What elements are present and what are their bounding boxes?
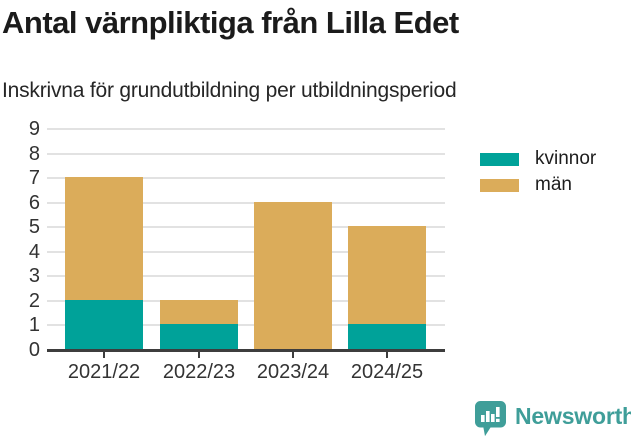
y-tick-label: 4 [28, 241, 40, 263]
x-tick-mark [386, 352, 388, 358]
y-tick-label: 5 [28, 216, 40, 238]
bar-segment-män-2023/24 [254, 201, 332, 349]
y-tick-label: 3 [28, 265, 40, 287]
gridline-y2 [47, 300, 445, 302]
bar-segment-män-2021/22 [65, 177, 143, 300]
bar-segment-kvinnor-2022/23 [160, 324, 238, 349]
x-axis-line [47, 349, 445, 352]
legend-swatch-män [480, 178, 519, 192]
x-tick-mark [198, 352, 200, 358]
gridline-y4 [47, 251, 445, 253]
x-tick-label: 2022/23 [162, 361, 236, 383]
gridline-y3 [47, 275, 445, 277]
x-tick-label: 2021/22 [67, 361, 141, 383]
y-tick-label: 6 [28, 192, 40, 214]
legend: kvinnor män [480, 146, 596, 198]
newsworthy-chart-bubble-icon [475, 401, 506, 437]
x-tick-mark [292, 352, 294, 358]
newsworthy-wordmark: Newsworthy [515, 403, 631, 429]
gridline-y7 [47, 177, 445, 179]
newsworthy-logo: Newsworthy [474, 400, 631, 437]
y-tick-label: 2 [28, 290, 40, 312]
x-tick-label: 2023/24 [256, 361, 330, 383]
bar-segment-män-2022/23 [160, 299, 238, 325]
gridline-y9 [47, 128, 445, 130]
legend-label: män [535, 174, 572, 195]
gridline-y8 [47, 153, 445, 155]
legend-label: kvinnor [535, 148, 597, 169]
y-tick-label: 1 [28, 314, 40, 336]
gridline-y1 [47, 324, 445, 326]
legend-item-män: män [480, 172, 596, 198]
bar-segment-män-2024/25 [348, 226, 426, 325]
x-tick-mark [103, 352, 105, 358]
gridline-y6 [47, 202, 445, 204]
legend-item-kvinnor: kvinnor [480, 146, 596, 172]
y-tick-label: 8 [28, 143, 40, 165]
chart-title: Antal värnpliktiga från Lilla Edet [2, 5, 459, 40]
y-tick-label: 7 [28, 167, 40, 189]
gridline-y5 [47, 226, 445, 228]
y-tick-label: 9 [28, 118, 40, 140]
y-tick-label: 0 [28, 339, 40, 361]
legend-swatch-kvinnor [480, 152, 519, 166]
bar-segment-kvinnor-2021/22 [65, 299, 143, 349]
x-tick-label: 2024/25 [350, 361, 424, 383]
chart-subtitle: Inskrivna för grundutbildning per utbild… [2, 79, 457, 102]
bar-segment-kvinnor-2024/25 [348, 324, 426, 349]
